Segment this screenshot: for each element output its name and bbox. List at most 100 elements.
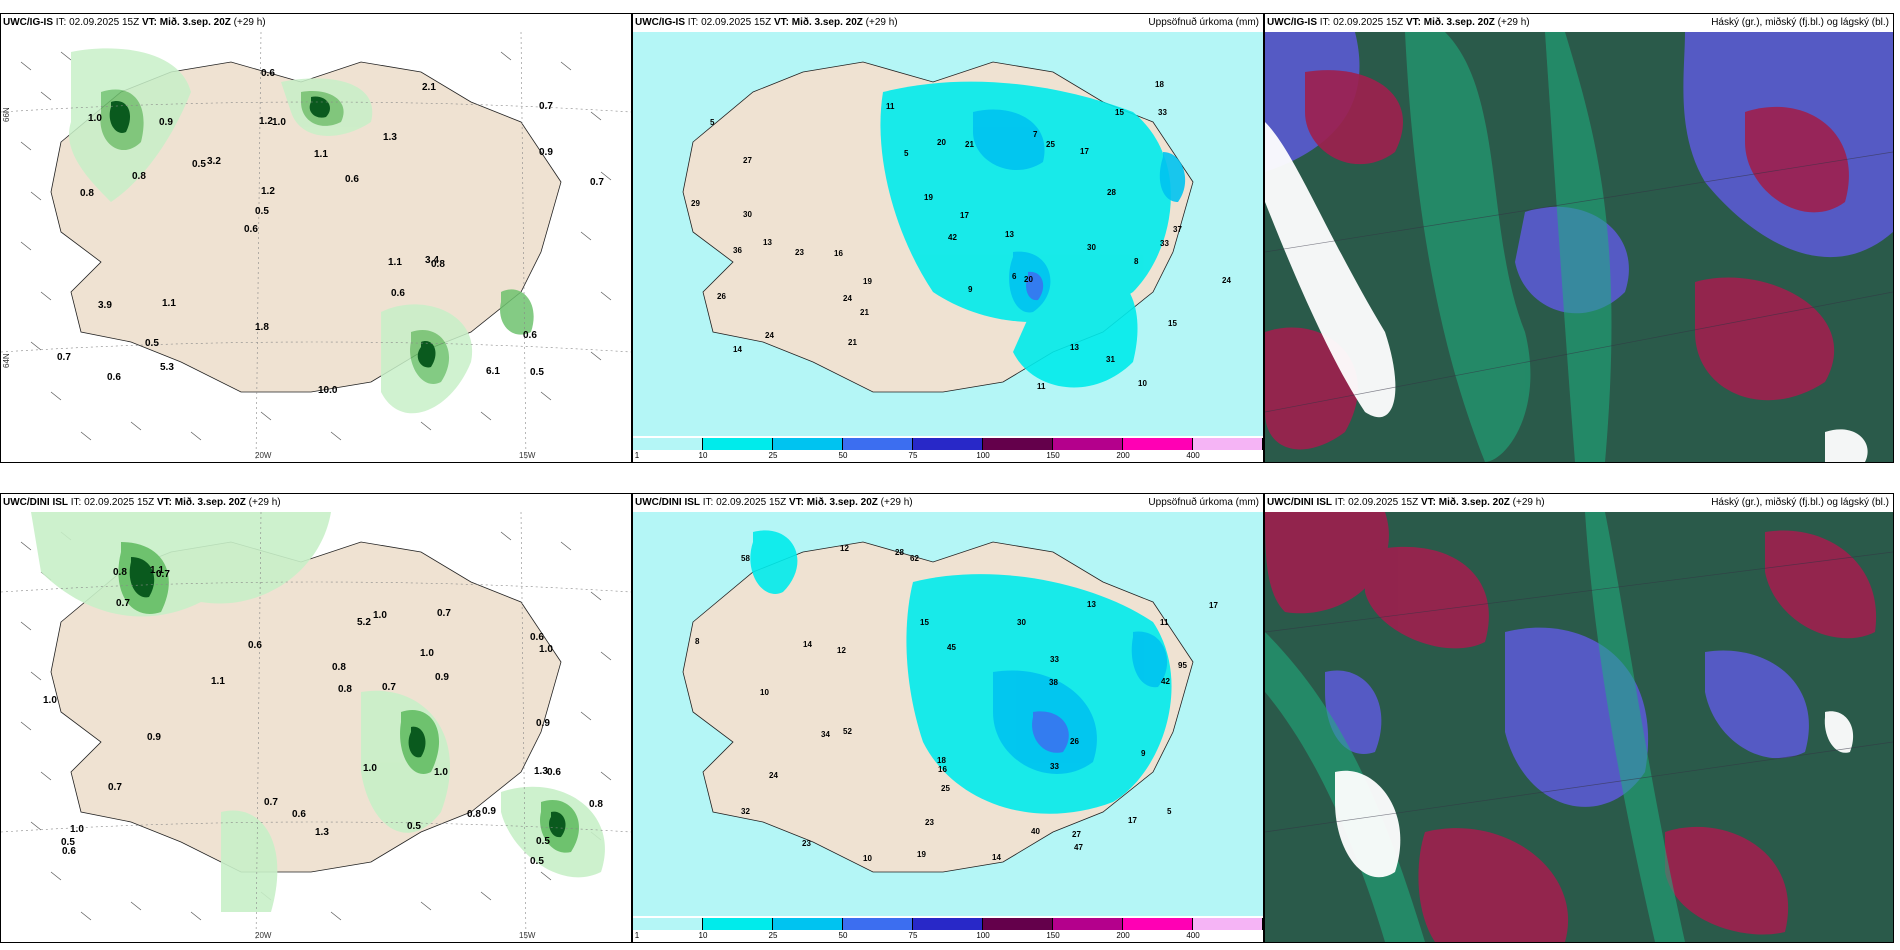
lat-label-64: 64N: [2, 353, 11, 368]
precip-value-label: 36: [733, 246, 742, 255]
colorbar-cell: [1193, 918, 1263, 930]
valid-time: VT: Mið. 3.sep. 20Z: [141, 17, 231, 28]
precip-value-label: 38: [1049, 678, 1058, 687]
lead-time: (+29 h): [865, 17, 898, 28]
colorbar-cell: [703, 438, 773, 450]
precip-value-label: 29: [691, 199, 700, 208]
colorbar-cell: [773, 438, 843, 450]
panel-header: UWC/DINI ISL IT: 02.09.2025 15Z VT: Mið.…: [1, 494, 631, 512]
colorbar-cell: [843, 438, 913, 450]
precip-value-label: 1.0: [70, 824, 84, 835]
init-time: IT: 02.09.2025 15Z: [1319, 17, 1404, 28]
precip-value-label: 15: [920, 618, 929, 627]
precip-value-label: 0.6: [244, 224, 258, 235]
colorbar: 1 10 25 50 75 100 150 200 400: [633, 436, 1263, 462]
colorbar-tick-label: 50: [838, 451, 848, 460]
precip-value-label: 9: [1141, 749, 1146, 758]
precip-value-label: 6: [1012, 272, 1017, 281]
precip-value-label: 1.0: [539, 644, 553, 655]
precip-value-label: 16: [938, 765, 947, 774]
panel-r2-wind-precip: UWC/DINI ISL IT: 02.09.2025 15Z VT: Mið.…: [0, 493, 632, 943]
lat-label-66: 66N: [2, 107, 11, 122]
precip-value-label: 33: [1158, 108, 1167, 117]
precip-value-label: 24: [1222, 276, 1231, 285]
valid-time: VT: Mið. 3.sep. 20Z: [788, 497, 878, 508]
precip-value-label: 1.1: [162, 298, 176, 309]
precip-value-label: 28: [1107, 188, 1116, 197]
precip-value-label: 0.8: [467, 809, 481, 820]
precip-value-label: 47: [1074, 843, 1083, 852]
accum-precip-map: 10 12 45 13 25 17 15 11 19 14 17 23 18 40 38 16 33 32 95 34…: [633, 512, 1263, 916]
precip-value-label: 30: [743, 210, 752, 219]
precip-value-label: 0.9: [159, 117, 173, 128]
precip-value-label: 0.5: [145, 338, 159, 349]
precip-value-label: 1.0: [420, 648, 434, 659]
precip-value-label: 23: [925, 818, 934, 827]
precip-value-label: 12: [837, 646, 846, 655]
precip-value-label: 0.7: [382, 682, 396, 693]
colorbar-cell: [703, 918, 773, 930]
colorbar-cell: [1053, 438, 1123, 450]
precip-value-label: 1.0: [434, 767, 448, 778]
lead-time: (+29 h): [880, 497, 913, 508]
precip-value-label: 27: [743, 156, 752, 165]
lead-time: (+29 h): [233, 17, 266, 28]
model-name: UWC/DINI ISL: [1267, 497, 1332, 508]
colorbar: 1 10 25 50 75 100 150 200 400: [633, 916, 1263, 942]
panel-r1-accum-precip: UWC/IG-IS IT: 02.09.2025 15Z VT: Mið. 3.…: [632, 13, 1264, 463]
precip-value-label: 1.2: [259, 116, 273, 127]
colorbar-cell: [913, 918, 983, 930]
precip-value-label: 10: [760, 688, 769, 697]
precip-value-label: 0.9: [539, 147, 553, 158]
accum-precip-map: 10 13 6 5 15 27 24 16 17 20 25 31 21 11 13 26 30 17 29 14 18…: [633, 32, 1263, 436]
precip-value-label: 52: [843, 727, 852, 736]
colorbar-cell: [633, 918, 703, 930]
precip-value-label: 3.9: [98, 300, 112, 311]
colorbar-tick-label: 25: [768, 451, 778, 460]
colorbar-cell: [773, 918, 843, 930]
precip-value-label: 17: [960, 211, 969, 220]
colorbar-cell: [1193, 438, 1263, 450]
lead-time: (+29 h): [1497, 17, 1530, 28]
precip-value-label: 13: [1070, 343, 1079, 352]
precip-value-label: 32: [741, 807, 750, 816]
valid-time: VT: Mið. 3.sep. 20Z: [773, 17, 863, 28]
panel-title: Uppsöfnuð úrkoma (mm): [1148, 17, 1259, 28]
precip-value-label: 19: [863, 277, 872, 286]
precip-value-label: 0.6: [345, 174, 359, 185]
precip-value-label: 0.9: [147, 732, 161, 743]
model-name: UWC/IG-IS: [635, 17, 685, 28]
precip-value-label: 10: [1138, 379, 1147, 388]
valid-time: VT: Mið. 3.sep. 20Z: [1420, 497, 1510, 508]
precip-value-label: 25: [1046, 140, 1055, 149]
precip-value-label: 23: [802, 839, 811, 848]
precip-value-label: 0.5: [61, 837, 75, 848]
init-time: IT: 02.09.2025 15Z: [1334, 497, 1419, 508]
colorbar-tick-label: 400: [1186, 931, 1200, 940]
precip-value-label: 25: [941, 784, 950, 793]
precip-value-label: 0.5: [192, 159, 206, 170]
colorbar-tick-label: 1: [634, 931, 640, 940]
precip-value-label: 19: [924, 193, 933, 202]
colorbar-tick-label: 10: [698, 451, 708, 460]
precip-value-label: 0.6: [62, 846, 76, 857]
init-time: IT: 02.09.2025 15Z: [55, 17, 140, 28]
precip-value-label: 0.7: [437, 608, 451, 619]
precip-value-label: 12: [840, 544, 849, 553]
precip-value-label: 0.6: [523, 330, 537, 341]
colorbar-cell: [983, 438, 1053, 450]
panel-header: UWC/IG-IS IT: 02.09.2025 15Z VT: Mið. 3.…: [1, 14, 631, 32]
colorbar-tick-label: 100: [976, 451, 990, 460]
colorbar-tick-label: 150: [1046, 451, 1060, 460]
precip-value-label: 42: [1161, 677, 1170, 686]
colorbar-cell: [1053, 918, 1123, 930]
precip-value-label: 30: [1087, 243, 1096, 252]
precip-value-label: 1.1: [150, 565, 164, 576]
precip-value-label: 0.6: [248, 640, 262, 651]
cloud-cover-map: [1265, 512, 1893, 942]
precip-value-label: 5.3: [160, 362, 174, 373]
precip-value-label: 0.6: [530, 632, 544, 643]
graticule: [1, 32, 631, 462]
lon-label-20: 20W: [255, 931, 272, 940]
